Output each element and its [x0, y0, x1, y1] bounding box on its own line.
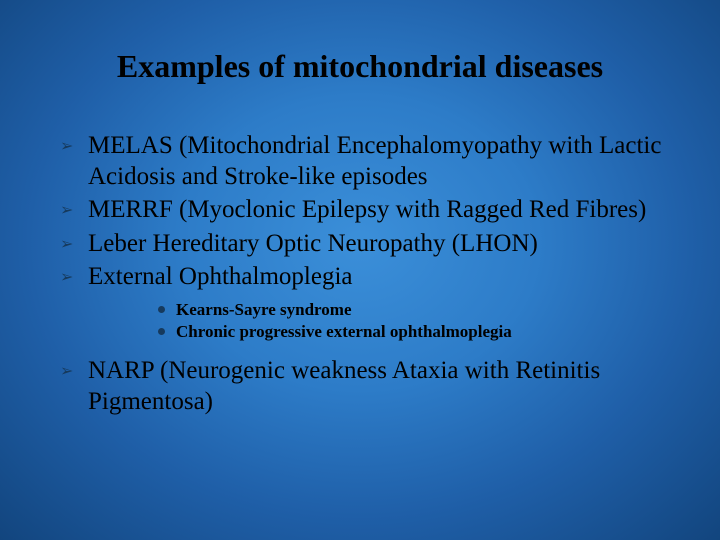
list-item-text: NARP (Neurogenic weakness Ataxia with Re…	[88, 357, 600, 415]
sub-list-item: Kearns-Sayre syndrome	[158, 299, 666, 322]
list-item: ➢ MERRF (Myoclonic Epilepsy with Ragged …	[54, 195, 666, 226]
arrow-bullet-icon: ➢	[60, 235, 73, 255]
list-item-text: External Ophthalmoplegia	[88, 263, 353, 290]
list-item: ➢ External Ophthalmoplegia Kearns-Sayre …	[54, 262, 666, 344]
slide-title: Examples of mitochondrial diseases	[54, 48, 666, 85]
arrow-bullet-icon: ➢	[60, 201, 73, 221]
dot-bullet-icon	[158, 306, 165, 313]
arrow-bullet-icon: ➢	[60, 362, 73, 382]
sub-list-item: Chronic progressive external ophthalmopl…	[158, 321, 666, 344]
sub-bullet-list: Kearns-Sayre syndrome Chronic progressiv…	[88, 299, 666, 345]
list-item-text: MELAS (Mitochondrial Encephalomyopathy w…	[88, 132, 661, 190]
list-item: ➢ Leber Hereditary Optic Neuropathy (LHO…	[54, 229, 666, 260]
sub-list-item-text: Chronic progressive external ophthalmopl…	[176, 322, 512, 341]
arrow-bullet-icon: ➢	[60, 268, 73, 288]
list-item: ➢ MELAS (Mitochondrial Encephalomyopathy…	[54, 131, 666, 192]
list-item: ➢ NARP (Neurogenic weakness Ataxia with …	[54, 356, 666, 417]
list-item-text: MERRF (Myoclonic Epilepsy with Ragged Re…	[88, 196, 646, 223]
dot-bullet-icon	[158, 328, 165, 335]
sub-list-item-text: Kearns-Sayre syndrome	[176, 300, 352, 319]
bullet-list: ➢ MELAS (Mitochondrial Encephalomyopathy…	[54, 131, 666, 417]
slide: Examples of mitochondrial diseases ➢ MEL…	[0, 0, 720, 540]
list-item-text: Leber Hereditary Optic Neuropathy (LHON)	[88, 230, 538, 257]
arrow-bullet-icon: ➢	[60, 137, 73, 157]
